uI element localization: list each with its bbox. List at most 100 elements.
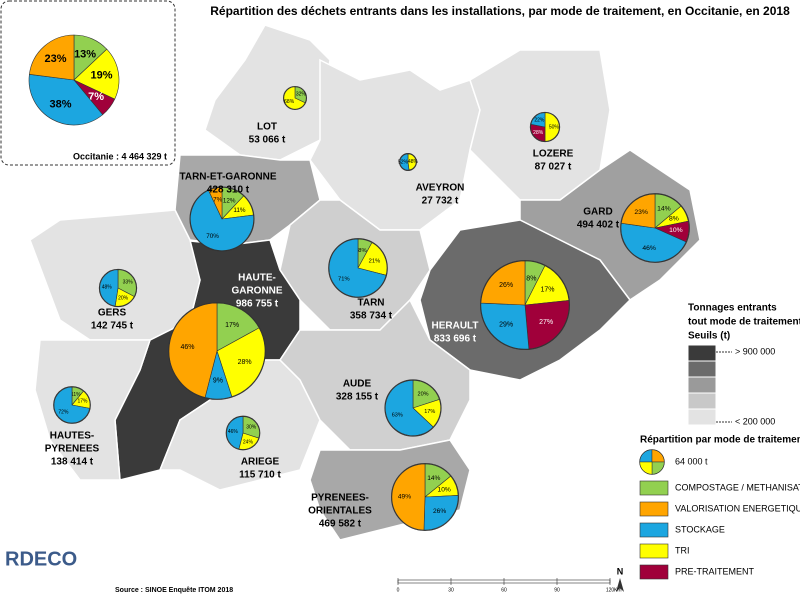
slice-label: 72% [58,409,69,415]
pie-slice [216,302,260,352]
pie-slice [357,242,388,276]
slice-label: 29% [499,322,513,329]
pie-slice [216,327,266,398]
legend-shade [687,408,717,426]
legend-swatch [639,543,669,559]
slice-label: 63% [392,412,403,418]
dept-name: GARONNE [231,286,282,297]
slice-label: 13% [74,48,96,60]
slice-label: 8% [358,248,366,254]
dept-name: HERAULT [431,321,478,332]
scale-label: 120 [606,587,615,593]
slice-label: 33% [123,279,134,285]
pie-slice [168,302,218,398]
slice-label: 28% [238,359,252,366]
slice-label: 71% [338,277,350,283]
dept-tonnage: 53 066 t [249,135,286,146]
scale-unit: Km [614,587,622,593]
legend-shade-label: < 200 000 [735,416,775,426]
slice-label: 21% [369,258,381,264]
pie-slice [208,187,223,220]
slice-label: 70% [206,233,219,240]
pie-slice [294,86,307,104]
legend-swatch [639,480,669,496]
slice-label: 24% [243,439,254,445]
dept-name: AUDE [343,379,372,390]
slice-label: 50% [549,124,560,130]
legend-shade [687,344,717,362]
slice-label: 8% [526,275,536,282]
pie-slice [480,302,530,350]
slice-label: 20% [418,392,429,398]
dept-tonnage: 87 027 t [535,162,572,173]
slice-label: 9% [213,378,223,385]
dept-tonnage: 833 696 t [434,334,477,345]
legend-pie-quarter [651,449,665,463]
slice-label: 68% [284,99,295,105]
legend-pie-label: 64 000 t [675,456,708,466]
scale-label: 90 [554,587,560,593]
pie-size [479,259,571,351]
pie-slice [391,463,426,531]
north-label: N [617,566,624,576]
dept-shape [309,58,481,231]
pie-slice [530,112,546,128]
slice-label: 17% [541,286,555,293]
legend-title: Seuils (t) [688,331,730,342]
legend-shade [687,376,717,394]
slice-label: 26% [499,282,513,289]
slice-label: 28% [533,130,544,136]
dept-shape [34,339,152,481]
scale-label: 0 [397,587,400,593]
pie-slice [29,34,75,81]
legend-shade [687,392,717,410]
pie-slice [399,153,410,171]
pie-size [620,193,690,263]
slice-label: 26% [433,508,446,515]
pie-slice [73,48,120,100]
pie-size [98,268,138,308]
pie-slice [283,86,306,110]
pie-slice [190,189,254,251]
pie-size [529,111,561,143]
pie-slice [544,112,560,142]
dept-name: HAUTE- [238,273,276,284]
slice-label: 12% [223,197,236,204]
dept-name: PYRENEES [45,444,100,455]
pie-slice [524,300,570,350]
pie-size [168,302,266,400]
slice-label: 23% [45,53,67,65]
dept-name: ARIEGE [241,457,280,468]
dept-tonnage: 986 755 t [236,299,279,310]
scale-label: 30 [448,587,454,593]
legend-pie-quarter [651,461,665,475]
region-label: Occitanie : 4 464 329 t [73,151,167,161]
legend-title: tout mode de traitement [688,317,800,328]
dept-tonnage: 494 402 t [577,220,620,231]
pie-size [391,463,459,531]
slice-label: 46% [642,245,656,252]
pie-slice [328,238,387,298]
dept-tonnage: 328 155 t [336,392,379,403]
legend-pie-quarter [639,449,653,463]
slice-label: 22% [534,118,545,124]
dept-name: TARN-ET-GARONNE [179,172,276,183]
slice-label: 52% [398,160,409,166]
pie-slice [480,260,526,306]
slice-label: 38% [50,98,72,110]
dept-tonnage: 27 732 t [422,196,459,207]
pie-slice [621,193,656,229]
dept-name: HAUTES- [50,431,94,442]
dept-tonnage: 469 582 t [319,519,362,530]
pie-slice [385,380,434,436]
slice-label: 30% [246,424,257,430]
logo: RDECO [5,548,77,570]
legend-title: Répartition par mode de traitement [640,435,800,446]
slice-label: 11% [233,207,246,214]
slice-label: 17% [225,322,239,329]
slice-label: 7% [213,197,223,204]
slice-label: 19% [91,70,113,82]
slice-label: 7% [88,91,104,103]
pie-slice [99,269,119,307]
